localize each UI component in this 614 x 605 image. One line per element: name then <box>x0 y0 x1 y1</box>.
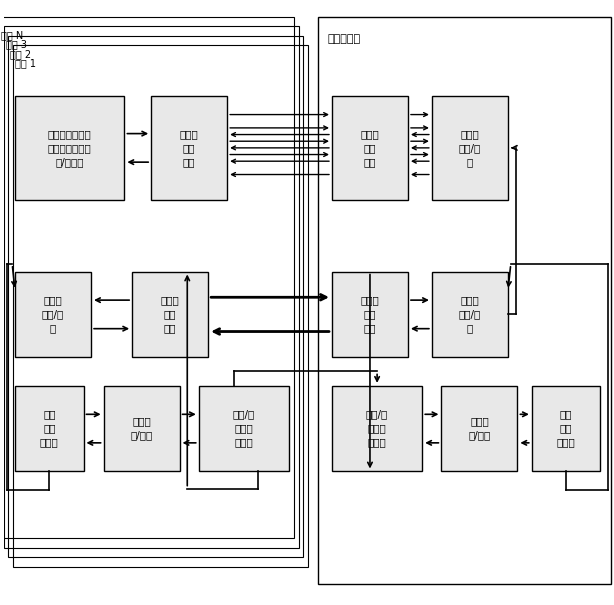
Bar <box>15 386 84 471</box>
Bar <box>151 96 227 200</box>
Text: 板卡 1: 板卡 1 <box>15 59 36 68</box>
Text: 链路帧
封装/解
帧: 链路帧 封装/解 帧 <box>459 129 481 167</box>
Text: 管理
信息
存储区: 管理 信息 存储区 <box>557 410 575 448</box>
Bar <box>104 386 180 471</box>
Bar <box>317 16 611 584</box>
Text: 板卡 2: 板卡 2 <box>10 49 31 59</box>
Text: 发送/接
收数据
包缓存: 发送/接 收数据 包缓存 <box>366 410 388 448</box>
Bar <box>9 36 303 557</box>
Text: 发送/接
收数据
包缓存: 发送/接 收数据 包缓存 <box>233 410 255 448</box>
Bar <box>532 386 600 471</box>
Bar <box>332 96 408 200</box>
Bar <box>15 272 91 357</box>
Bar <box>199 386 289 471</box>
Text: 物理层
信号
处理: 物理层 信号 处理 <box>161 295 179 333</box>
Text: 管理单元卡: 管理单元卡 <box>327 34 360 44</box>
Text: 嵌入式管理数据
通道与主信道复
用/解复用: 嵌入式管理数据 通道与主信道复 用/解复用 <box>48 129 91 167</box>
Bar <box>15 96 125 200</box>
Bar <box>332 272 408 357</box>
Text: 管理
信息
存储区: 管理 信息 存储区 <box>40 410 59 448</box>
Text: 物理层
信号
处理: 物理层 信号 处理 <box>360 295 379 333</box>
Text: 物理层
信号
处理: 物理层 信号 处理 <box>180 129 198 167</box>
Text: 链路帧
封装/解
帧: 链路帧 封装/解 帧 <box>42 295 64 333</box>
Bar <box>441 386 518 471</box>
Text: 板卡 3: 板卡 3 <box>6 39 26 50</box>
Text: 板卡 N: 板卡 N <box>1 30 23 40</box>
Text: 物理层
信号
处理: 物理层 信号 处理 <box>360 129 379 167</box>
Text: 数据组
包/解包: 数据组 包/解包 <box>468 417 491 440</box>
Bar <box>432 272 508 357</box>
Bar <box>132 272 208 357</box>
Bar <box>13 45 308 566</box>
Bar <box>432 96 508 200</box>
Bar <box>4 26 298 548</box>
Bar <box>332 386 422 471</box>
Text: 链路帧
封装/解
帧: 链路帧 封装/解 帧 <box>459 295 481 333</box>
Text: 数据组
包/解包: 数据组 包/解包 <box>130 417 153 440</box>
Bar <box>0 16 294 538</box>
